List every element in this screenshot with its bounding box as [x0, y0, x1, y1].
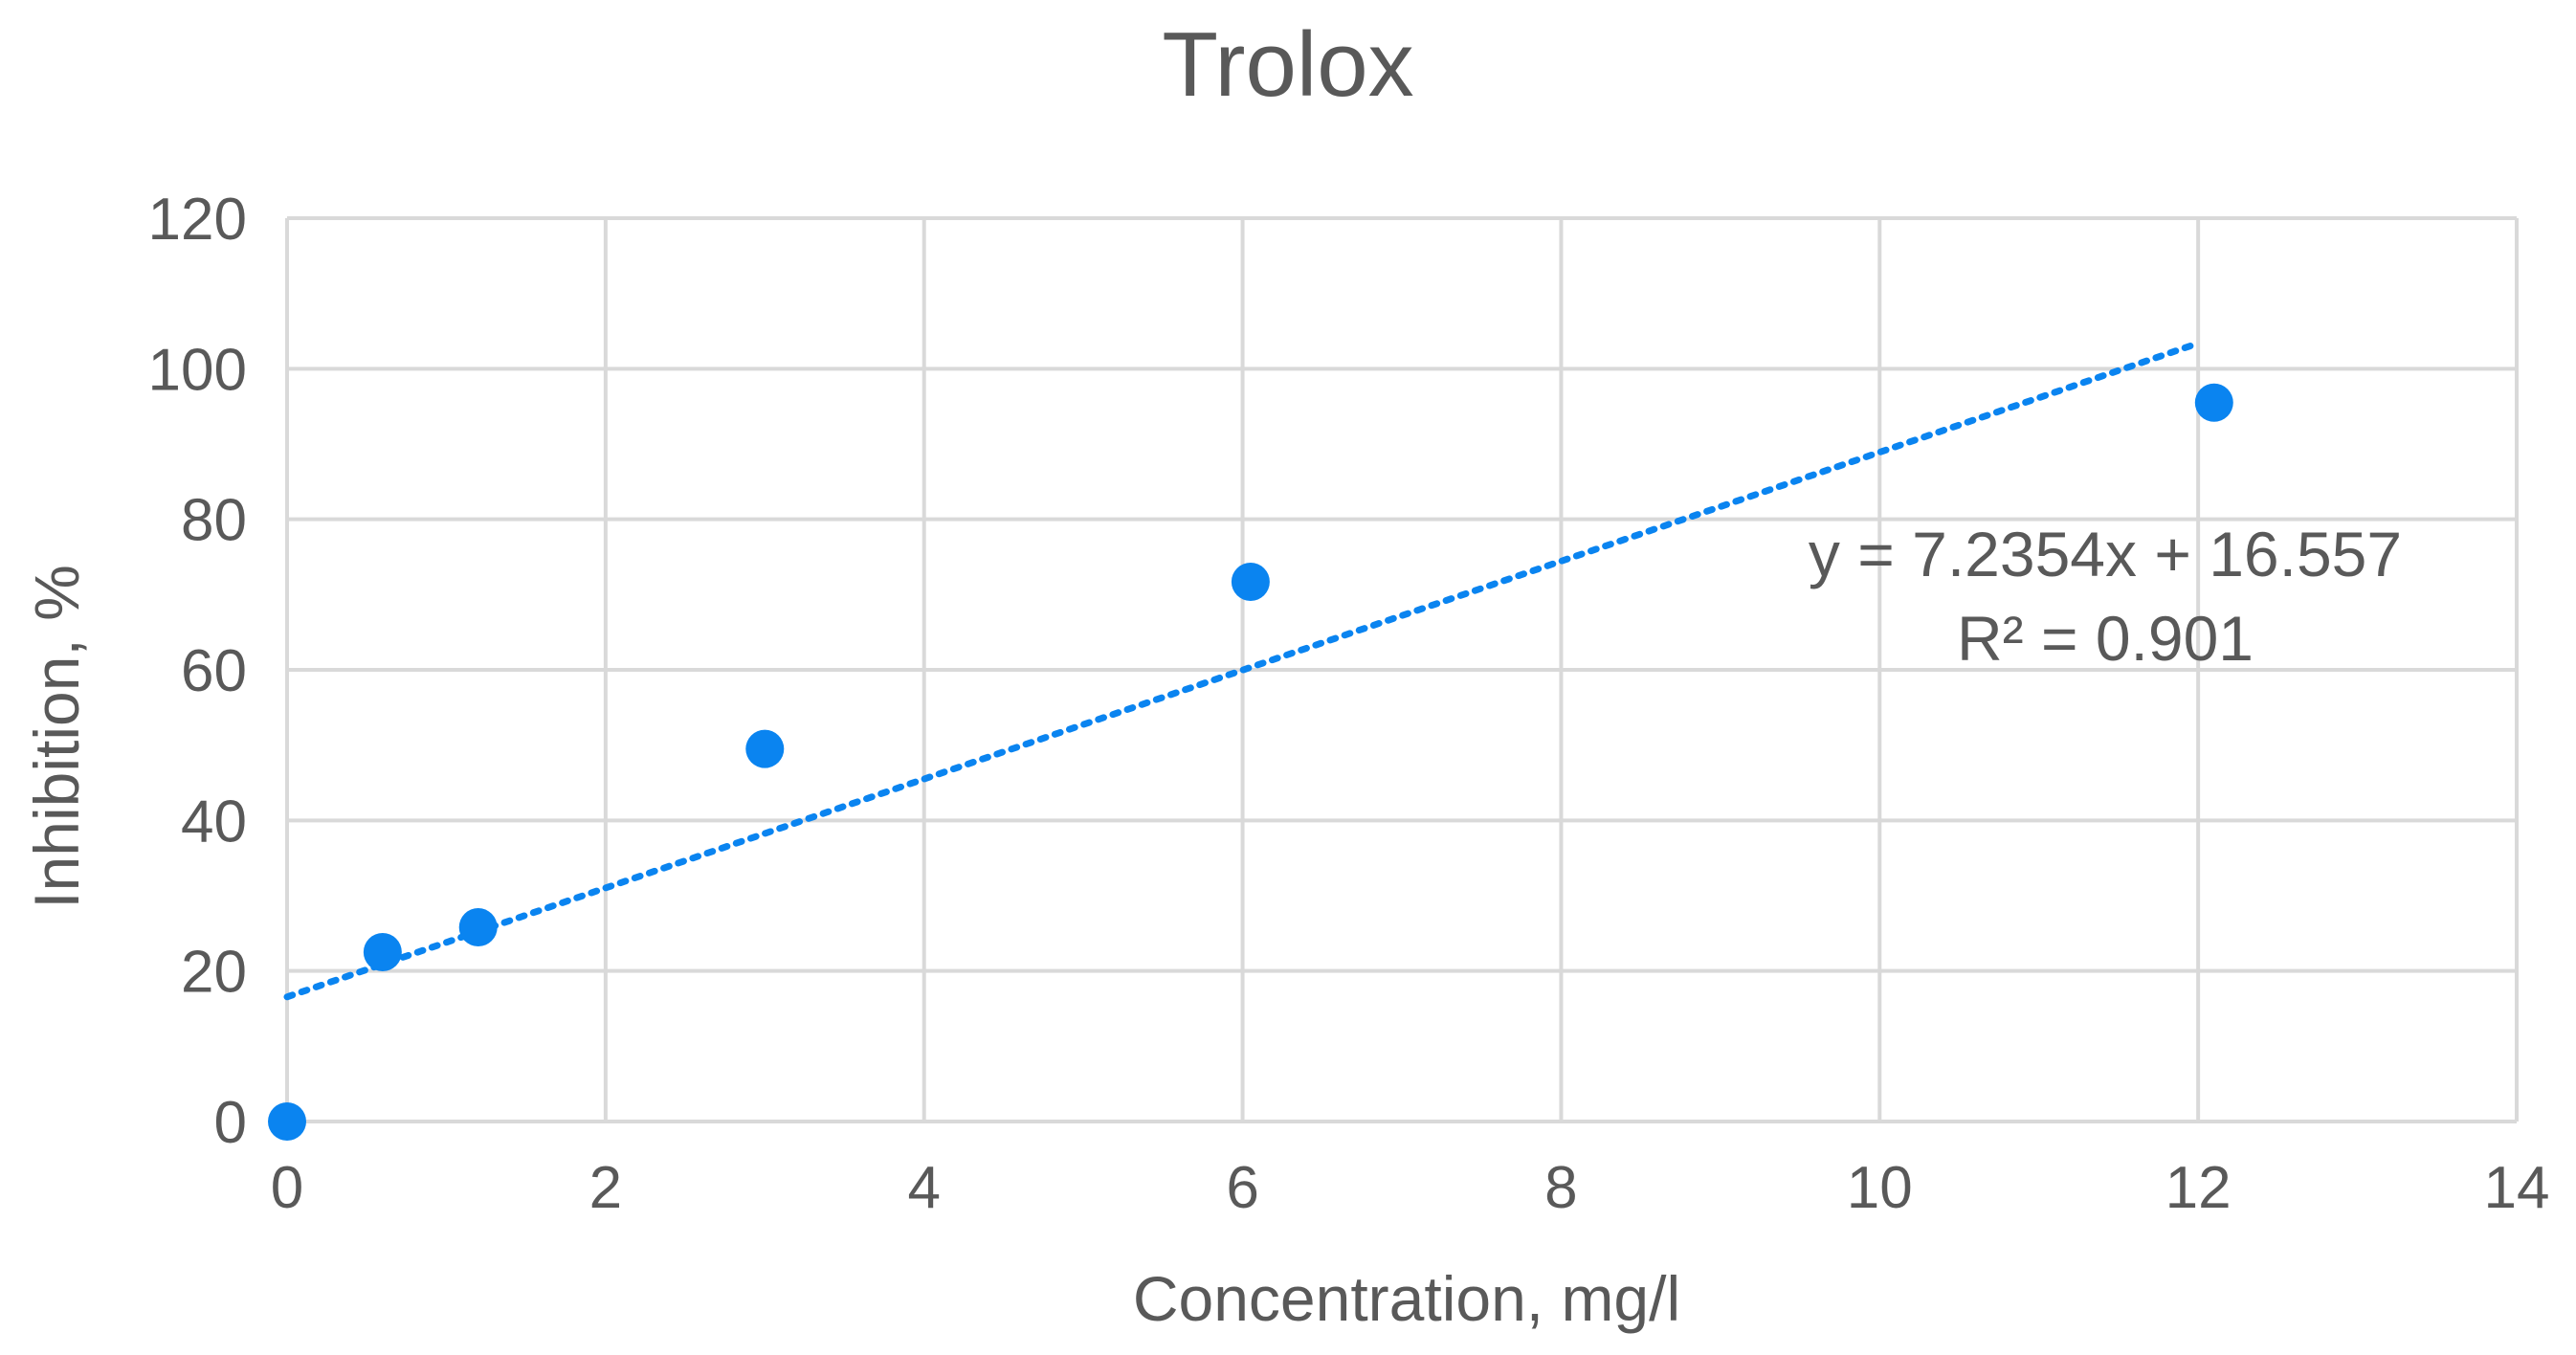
- x-tick-label: 2: [589, 1155, 622, 1221]
- x-tick-label: 12: [2165, 1155, 2232, 1221]
- x-tick-label: 6: [1226, 1155, 1258, 1221]
- chart-title: Trolox: [1162, 13, 1413, 116]
- x-axis-title: Concentration, mg/l: [1133, 1263, 1680, 1334]
- x-tick-label: 4: [907, 1155, 940, 1221]
- y-tick-label: 120: [148, 187, 247, 253]
- x-tick-label: 14: [2484, 1155, 2550, 1221]
- r-squared-label: R² = 0.901: [1957, 603, 2254, 674]
- y-tick-label: 20: [181, 940, 247, 1006]
- x-tick-label: 8: [1544, 1155, 1577, 1221]
- y-tick-label: 100: [148, 337, 247, 403]
- trendline-equation: y = 7.2354x + 16.557: [1809, 519, 2402, 589]
- x-tick-label: 10: [1847, 1155, 1913, 1221]
- y-tick-labels: 0 20 40 60 80 100 120: [148, 187, 247, 1156]
- data-points: [268, 383, 2233, 1141]
- y-axis-title: Inhibition, %: [21, 565, 92, 909]
- data-point: [458, 908, 498, 947]
- data-point: [1231, 562, 1270, 601]
- data-point: [268, 1102, 306, 1141]
- y-tick-label: 40: [181, 789, 247, 855]
- y-tick-label: 80: [181, 488, 247, 554]
- data-point: [2194, 383, 2233, 422]
- trendline-line: [283, 340, 2202, 1001]
- trendline: [283, 340, 2202, 1001]
- y-tick-label: 0: [214, 1090, 247, 1156]
- x-tick-labels: 0 2 4 6 8 10 12 14: [271, 1155, 2550, 1221]
- grid-lines: [285, 216, 2519, 1123]
- x-tick-label: 0: [271, 1155, 303, 1221]
- y-tick-label: 60: [181, 638, 247, 704]
- data-point: [363, 933, 402, 971]
- data-point: [745, 729, 785, 768]
